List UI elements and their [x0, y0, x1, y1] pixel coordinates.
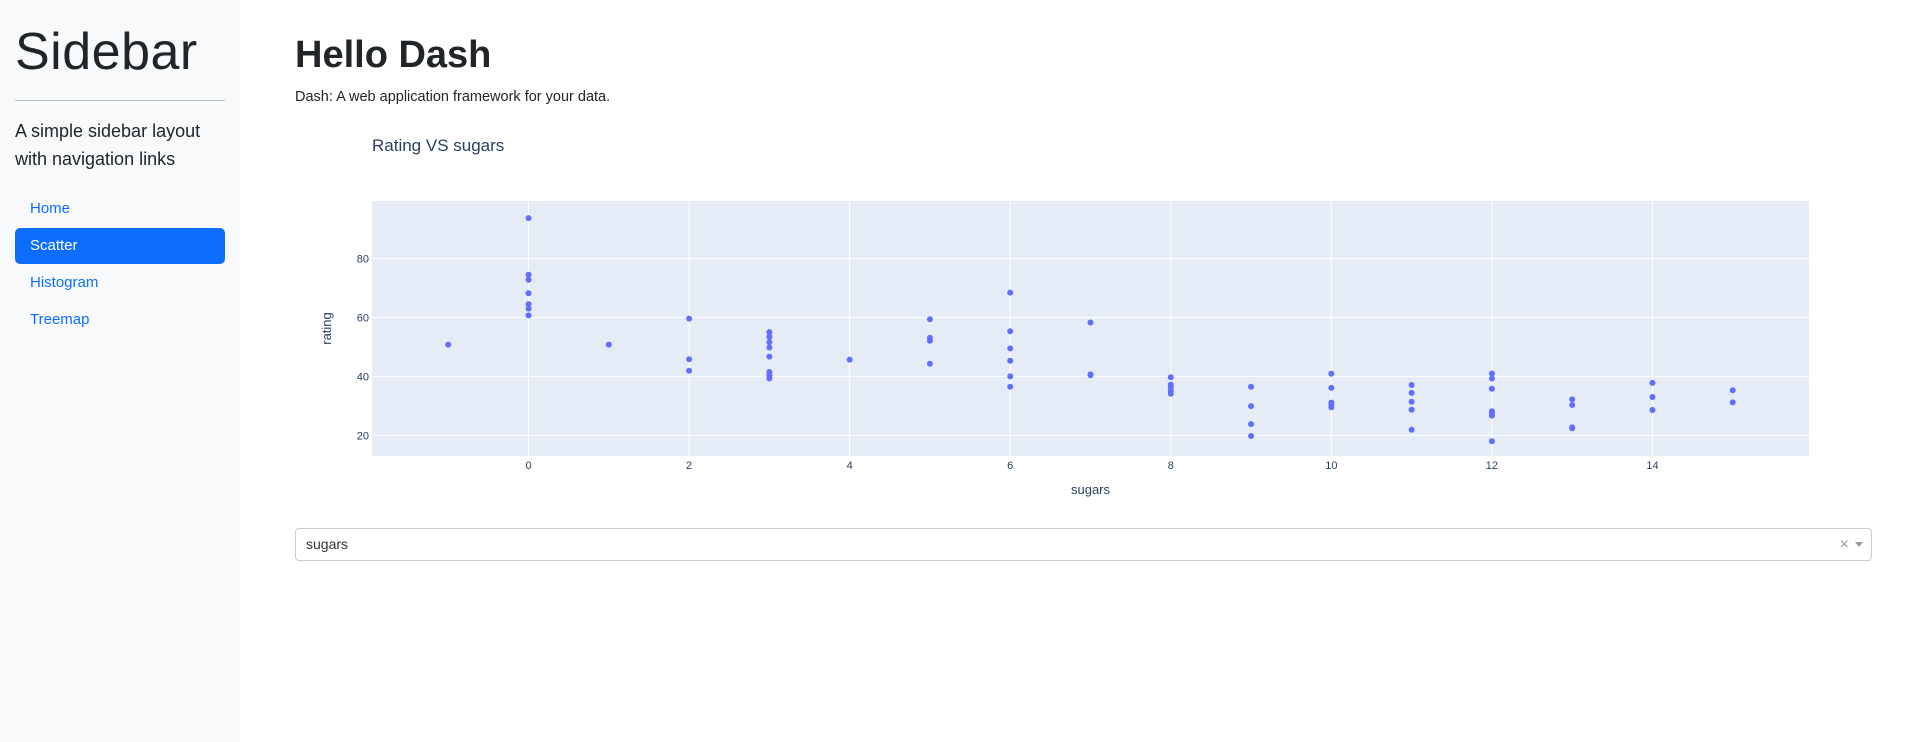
x-tick-label: 4	[847, 460, 853, 472]
sidebar-item-home[interactable]: Home	[30, 200, 71, 218]
scatter-point	[525, 312, 532, 319]
scatter-point	[766, 344, 773, 351]
y-axis-label: rating	[319, 312, 334, 345]
scatter-point	[1729, 387, 1736, 394]
x-tick-label: 12	[1486, 460, 1498, 472]
y-tick-label: 60	[357, 312, 369, 324]
x-tick-label: 6	[1007, 460, 1013, 472]
scatter-point	[1408, 389, 1415, 396]
plot-background	[372, 201, 1809, 456]
sidebar-item-scatter[interactable]: Scatter	[15, 228, 225, 265]
main-content: Hello Dash Dash: A web application frame…	[295, 0, 1875, 107]
x-tick-label: 10	[1325, 460, 1337, 472]
x-tick-label: 14	[1646, 460, 1658, 472]
scatter-point	[1408, 406, 1415, 413]
scatter-point	[766, 329, 773, 336]
scatter-point	[605, 341, 612, 348]
scatter-point	[766, 339, 773, 346]
axis-dropdown[interactable]: sugars ×	[295, 528, 1872, 561]
scatter-point	[1087, 319, 1094, 326]
page-lead: Dash: A web application framework for yo…	[295, 89, 611, 105]
page-title: Hello Dash	[295, 34, 492, 76]
chart-title: Rating VS sugars	[372, 136, 505, 155]
scatter-point	[1248, 403, 1255, 410]
chevron-down-icon[interactable]	[1855, 542, 1863, 547]
scatter-point	[1408, 426, 1415, 433]
scatter-point	[1248, 421, 1255, 428]
scatter-point	[1488, 412, 1495, 419]
y-tick-label: 20	[357, 430, 369, 442]
scatter-point	[766, 333, 773, 340]
scatter-point	[1488, 370, 1495, 377]
sidebar: Sidebar A simple sidebar layout with nav…	[0, 0, 240, 742]
scatter-point	[1007, 345, 1014, 352]
sidebar-title: Sidebar	[15, 23, 198, 81]
sidebar-lead: A simple sidebar layout with navigation …	[15, 121, 201, 170]
x-axis-label: sugars	[1071, 482, 1111, 497]
scatter-point	[1007, 373, 1014, 380]
x-tick-label: 0	[525, 460, 531, 472]
scatter-point	[1488, 375, 1495, 382]
scatter-point	[1328, 384, 1335, 391]
scatter-point	[1328, 404, 1335, 411]
scatter-point	[525, 305, 532, 312]
scatter-point	[1007, 328, 1014, 335]
sidebar-divider	[15, 100, 225, 102]
scatter-point	[686, 315, 693, 322]
scatter-point	[1007, 383, 1014, 390]
scatter-point	[686, 356, 693, 363]
scatter-point	[1649, 407, 1656, 414]
scatter-point	[766, 353, 773, 360]
scatter-point	[525, 271, 532, 278]
scatter-point	[1248, 383, 1255, 390]
scatter-point	[1087, 372, 1094, 379]
scatter-point	[1488, 385, 1495, 392]
scatter-point	[1649, 394, 1656, 401]
scatter-point	[846, 356, 853, 363]
scatter-point	[686, 367, 693, 374]
chart-svg[interactable]: 0 2 4 6 8 10 12 14 20 40 60 80 sugars rating	[295, 118, 1885, 518]
scatter-point	[525, 301, 532, 308]
x-tick-label: 8	[1168, 460, 1174, 472]
sidebar-item-histogram[interactable]: Histogram	[30, 274, 99, 292]
sidebar-nav: Home Scatter Histogram Treemap	[15, 191, 225, 338]
scatter-point	[1649, 379, 1656, 386]
scatter-point	[926, 360, 933, 367]
scatter-point	[445, 341, 452, 348]
scatter-point	[1248, 432, 1255, 439]
scatter-point	[1569, 402, 1576, 408]
scatter-chart[interactable]: Rating VS sugars 0 2 4 6 8 10 12 14 20 40 60 80 suga…	[295, 118, 1885, 518]
scatter-point	[926, 337, 933, 344]
scatter-point	[1408, 398, 1415, 405]
scatter-point	[1569, 396, 1576, 403]
scatter-point	[1488, 438, 1495, 445]
scatter-point	[1007, 357, 1014, 364]
scatter-point	[766, 375, 773, 382]
scatter-point	[1729, 399, 1736, 406]
sidebar-item-treemap[interactable]: Treemap	[30, 311, 90, 329]
scatter-point	[525, 290, 532, 297]
scatter-point	[1167, 374, 1174, 381]
scatter-point	[1167, 390, 1174, 397]
y-tick-label: 80	[357, 253, 369, 265]
scatter-point	[1007, 289, 1014, 296]
scatter-point	[1569, 425, 1576, 432]
scatter-point	[1328, 370, 1335, 377]
scatter-point	[1408, 381, 1415, 388]
y-tick-label: 40	[357, 371, 369, 383]
scatter-point	[525, 276, 532, 283]
clear-icon[interactable]: ×	[1839, 536, 1849, 553]
scatter-point	[926, 316, 933, 323]
dropdown-value: sugars	[306, 536, 349, 552]
scatter-point	[525, 215, 532, 222]
x-tick-label: 2	[686, 460, 692, 472]
